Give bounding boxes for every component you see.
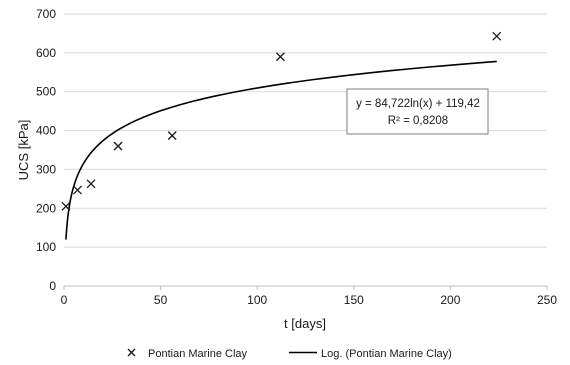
y-tick-label: 600 [36, 46, 56, 60]
data-point-stroke [492, 31, 502, 41]
x-tick-label: 50 [154, 293, 168, 307]
y-tick-label: 200 [36, 201, 56, 215]
x-tick-label: 100 [247, 293, 267, 307]
data-point-stroke [275, 52, 285, 62]
trendline-group [65, 60, 497, 240]
r-squared-label: R² = 0,8208 [388, 115, 448, 127]
data-point [113, 141, 123, 151]
y-tick-label: 700 [36, 7, 56, 21]
legend-label-series: Pontian Marine Clay [148, 348, 248, 360]
x-tick-label: 0 [61, 293, 68, 307]
y-tick-label: 500 [36, 85, 56, 99]
data-points [61, 31, 502, 211]
x-tick-label: 150 [344, 293, 364, 307]
data-point [167, 131, 177, 141]
data-point [492, 31, 502, 41]
y-tick-label: 300 [36, 162, 56, 176]
legend-label-trendline: Log. (Pontian Marine Clay) [321, 348, 452, 360]
legend-marker-x-icon [127, 348, 136, 357]
x-tick-label: 250 [537, 293, 557, 307]
data-point [275, 52, 285, 62]
trendline-equation: y = 84,722ln(x) + 119,42 [356, 98, 480, 110]
equation-box-frame [346, 88, 489, 135]
data-point-stroke [113, 141, 123, 151]
trendline [65, 60, 497, 240]
y-tick-label: 400 [36, 124, 56, 138]
data-point-stroke [73, 185, 82, 195]
data-point-stroke [86, 179, 96, 189]
x-tick-labels: 0 50 100 150 200 250 [61, 293, 558, 307]
y-tick-label: 0 [49, 279, 56, 293]
legend: Pontian Marine Clay Log. (Pontian Marine… [127, 348, 452, 360]
y-tick-labels: 0 100 200 300 400 500 600 700 [36, 7, 56, 293]
equation-box: y = 84,722ln(x) + 119,42 R² = 0,8208 [346, 88, 489, 135]
data-point [73, 185, 82, 195]
y-tick-label: 100 [36, 240, 56, 254]
data-point [61, 201, 71, 211]
data-point-stroke [167, 131, 177, 141]
axes [63, 285, 548, 290]
gridlines [64, 13, 547, 248]
data-point-stroke [61, 201, 71, 211]
data-point [86, 179, 96, 189]
x-axis-title: t [days] [284, 316, 326, 331]
y-axis-title: UCS [kPa] [16, 120, 31, 181]
x-tick-label: 200 [440, 293, 460, 307]
